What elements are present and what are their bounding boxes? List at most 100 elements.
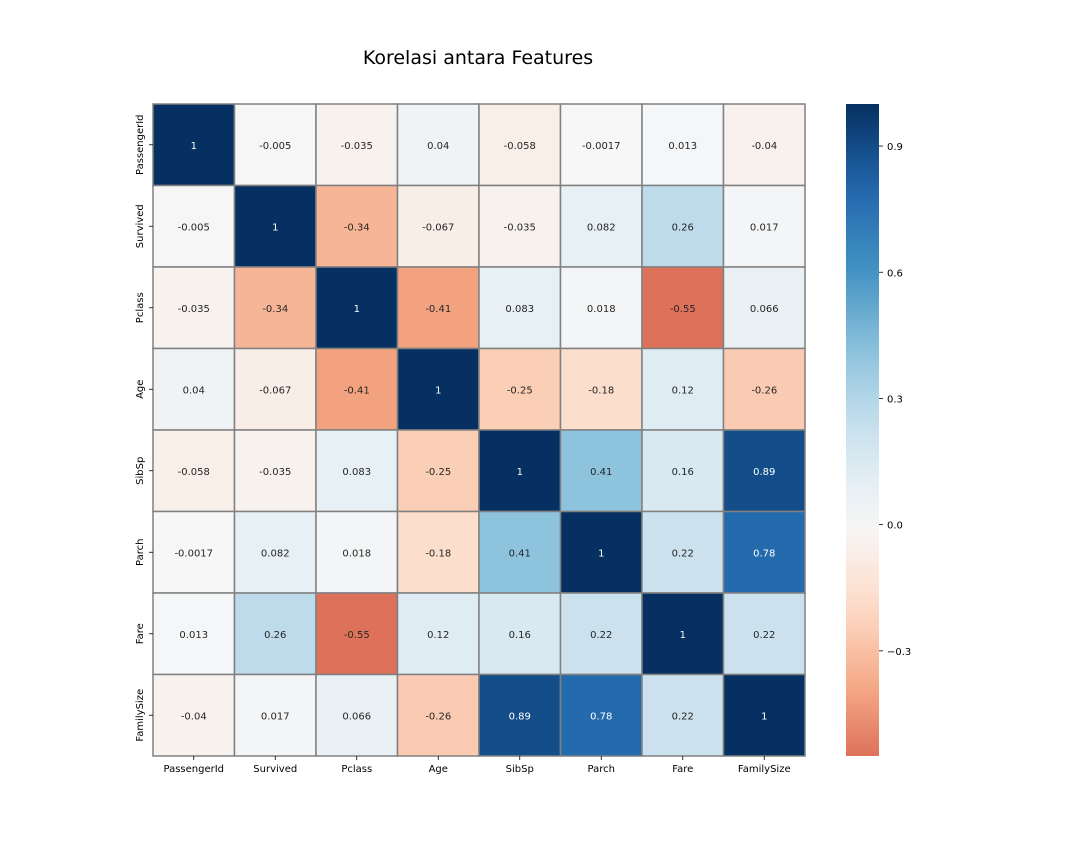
heatmap-cell bbox=[641, 347, 725, 431]
cell-annotation: -0.035 bbox=[504, 222, 536, 233]
heatmap-cell bbox=[722, 103, 806, 187]
cell-annotation: -0.058 bbox=[504, 141, 536, 152]
cell-annotation: -0.067 bbox=[422, 222, 454, 233]
heatmap-cell bbox=[315, 266, 399, 350]
heatmap-cell bbox=[478, 510, 562, 594]
cell-annotation: 1 bbox=[354, 304, 360, 315]
cell-annotation: -0.035 bbox=[178, 304, 210, 315]
heatmap-cell bbox=[233, 103, 317, 187]
x-axis: PassengerId Survived Pclass Age SibSp Parch Fa… bbox=[163, 756, 791, 775]
y-tick-label: Fare bbox=[135, 623, 146, 644]
cell-annotation: 0.017 bbox=[750, 222, 779, 233]
heatmap-cell bbox=[396, 184, 480, 268]
cell-annotation: 1 bbox=[761, 711, 767, 722]
cell-annotation: -0.04 bbox=[181, 711, 207, 722]
cell-annotation: 0.013 bbox=[179, 630, 208, 641]
heatmap-cell bbox=[559, 510, 643, 594]
x-tick-label: Survived bbox=[253, 764, 297, 775]
heatmap-cell bbox=[233, 266, 317, 350]
cell-annotation: -0.058 bbox=[178, 467, 210, 478]
x-tick-label: FamilySize bbox=[738, 764, 791, 775]
heatmap-cell bbox=[152, 103, 236, 187]
cell-annotation: -0.26 bbox=[425, 711, 451, 722]
cell-annotation: 0.018 bbox=[342, 548, 371, 559]
cell-annotation: -0.18 bbox=[425, 548, 451, 559]
heatmap-cell bbox=[722, 429, 806, 513]
heatmap-cell bbox=[478, 429, 562, 513]
heatmap-cell bbox=[641, 266, 725, 350]
y-tick-label: SibSp bbox=[135, 457, 146, 485]
cell-annotation: 0.12 bbox=[672, 385, 694, 396]
x-tick-label: Fare bbox=[672, 764, 693, 775]
cell-annotation: 0.12 bbox=[427, 630, 449, 641]
cell-annotation: 0.04 bbox=[183, 385, 205, 396]
heatmap-cell bbox=[559, 592, 643, 676]
cell-annotation: -0.18 bbox=[588, 385, 614, 396]
y-tick-label: Pclass bbox=[135, 292, 146, 323]
colorbar-gradient bbox=[846, 104, 879, 756]
y-tick-label: PassengerId bbox=[135, 114, 146, 175]
cell-annotation: -0.035 bbox=[341, 141, 373, 152]
cell-annotation: 1 bbox=[598, 548, 604, 559]
cell-annotation: 0.017 bbox=[261, 711, 290, 722]
heatmap-cell bbox=[478, 673, 562, 757]
cell-annotation: 0.78 bbox=[590, 711, 612, 722]
cell-annotation: 0.083 bbox=[505, 304, 534, 315]
cell-annotation: 0.41 bbox=[509, 548, 531, 559]
heatmap-cell bbox=[152, 347, 236, 431]
heatmap-cell bbox=[315, 347, 399, 431]
cell-annotation: 0.066 bbox=[342, 711, 371, 722]
x-tick-label: SibSp bbox=[506, 764, 534, 775]
heatmap-cell bbox=[722, 592, 806, 676]
cell-annotation: 0.22 bbox=[590, 630, 612, 641]
cell-annotation: -0.34 bbox=[262, 304, 288, 315]
cell-annotation: 0.082 bbox=[587, 222, 616, 233]
heatmap-cell bbox=[641, 592, 725, 676]
cell-annotation: 0.22 bbox=[672, 548, 694, 559]
cell-annotation: 0.083 bbox=[342, 467, 371, 478]
y-tick-label: FamilySize bbox=[135, 689, 146, 742]
cell-annotation: -0.005 bbox=[259, 141, 291, 152]
cell-annotation: -0.0017 bbox=[582, 141, 621, 152]
cell-annotation: 0.066 bbox=[750, 304, 779, 315]
heatmap-cell bbox=[396, 266, 480, 350]
cell-annotation: -0.04 bbox=[751, 141, 777, 152]
heatmap-cell bbox=[233, 510, 317, 594]
cell-annotation: 0.26 bbox=[672, 222, 694, 233]
heatmap-cell bbox=[315, 592, 399, 676]
heatmap-cell bbox=[559, 103, 643, 187]
cell-annotation: -0.41 bbox=[344, 385, 370, 396]
heatmap-cell bbox=[478, 266, 562, 350]
cell-annotation: -0.067 bbox=[259, 385, 291, 396]
x-tick-label: PassengerId bbox=[163, 764, 224, 775]
heatmap-cell bbox=[722, 673, 806, 757]
chart-title: Korelasi antara Features bbox=[363, 47, 593, 69]
cell-annotation: 1 bbox=[191, 141, 197, 152]
cell-annotation: 0.89 bbox=[753, 467, 775, 478]
cell-annotation: -0.005 bbox=[178, 222, 210, 233]
heatmap-cells: 1 -0.005 -0.035 0.04 -0.058 -0.0017 0.013 -0.04… bbox=[152, 103, 806, 757]
colorbar: 0.9 0.6 0.3 0.0 −0.3 bbox=[846, 104, 911, 756]
heatmap-cell bbox=[641, 510, 725, 594]
heatmap-cell bbox=[152, 592, 236, 676]
heatmap-cell bbox=[559, 266, 643, 350]
heatmap-cell bbox=[478, 347, 562, 431]
heatmap-cell bbox=[315, 103, 399, 187]
heatmap-cell bbox=[233, 184, 317, 268]
cell-annotation: -0.55 bbox=[344, 630, 370, 641]
cell-annotation: 1 bbox=[517, 467, 523, 478]
colorbar-tick-label: −0.3 bbox=[887, 647, 911, 658]
colorbar-tick-label: 0.3 bbox=[887, 394, 903, 405]
colorbar-tick-label: 0.0 bbox=[887, 521, 903, 532]
cell-annotation: 0.16 bbox=[672, 467, 694, 478]
y-tick-label: Survived bbox=[135, 204, 146, 248]
cell-annotation: -0.55 bbox=[670, 304, 696, 315]
x-tick-label: Parch bbox=[588, 764, 615, 775]
cell-annotation: -0.25 bbox=[425, 467, 451, 478]
y-axis: PassengerId Survived Pclass Age SibSp Parch Fa… bbox=[135, 114, 153, 742]
colorbar-tick-label: 0.9 bbox=[887, 142, 903, 153]
cell-annotation: -0.0017 bbox=[174, 548, 213, 559]
heatmap-cell bbox=[315, 673, 399, 757]
